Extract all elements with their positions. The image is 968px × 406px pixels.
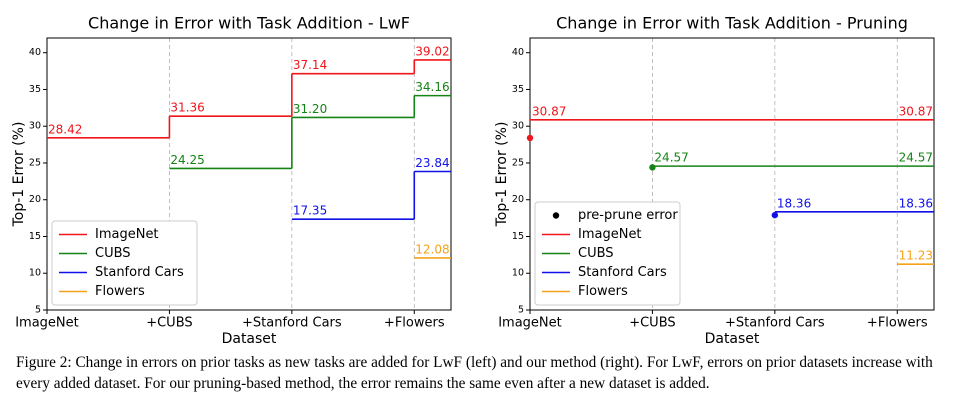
chart-panel: Change in Error with Task Addition - Pru… xyxy=(494,14,935,347)
legend-marker xyxy=(552,212,560,219)
value-label: 30.87 xyxy=(899,104,933,118)
plot-frame xyxy=(529,37,935,311)
pre-prune-dot xyxy=(526,134,534,142)
x-tick-label: +Stanford Cars xyxy=(725,316,825,331)
value-label: 18.36 xyxy=(777,196,811,210)
value-label: 31.20 xyxy=(293,102,327,116)
value-label: 31.36 xyxy=(170,101,204,115)
x-axis-label: Dataset xyxy=(705,331,760,347)
plot-frame xyxy=(46,37,452,311)
legend-label: CUBS xyxy=(578,246,614,261)
x-tick-label: +CUBS xyxy=(146,316,192,331)
legend-label: Stanford Cars xyxy=(95,265,184,280)
pre-prune-dot xyxy=(649,164,656,171)
value-label: 34.16 xyxy=(415,80,449,94)
y-axis-label: Top-1 Error (%) xyxy=(494,122,510,228)
value-label: 17.35 xyxy=(293,204,327,218)
y-tick-label: 10 xyxy=(512,268,524,279)
y-tick-label: 30 xyxy=(29,121,41,132)
legend-box xyxy=(51,220,198,306)
y-tick-label: 20 xyxy=(29,194,41,205)
value-label: 24.57 xyxy=(899,151,933,165)
legend-label: ImageNet xyxy=(578,227,642,242)
chart-panel: Change in Error with Task Addition - LwF… xyxy=(11,14,452,347)
y-tick-label: 40 xyxy=(29,47,41,58)
x-tick-label: +Flowers xyxy=(384,316,445,331)
legend-label: ImageNet xyxy=(95,227,159,242)
value-label: 39.02 xyxy=(415,44,449,58)
legend-label: Stanford Cars xyxy=(578,265,667,280)
y-axis-label: Top-1 Error (%) xyxy=(11,122,27,228)
y-tick-label: 35 xyxy=(512,84,524,95)
y-tick-label: 5 xyxy=(518,305,524,316)
value-label: 28.42 xyxy=(48,122,82,136)
value-label: 18.36 xyxy=(899,196,933,210)
y-tick-label: 15 xyxy=(512,231,524,242)
y-tick-label: 25 xyxy=(29,157,41,168)
pre-prune-dot xyxy=(771,211,779,219)
y-tick-label: 30 xyxy=(512,121,524,132)
y-tick-label: 5 xyxy=(35,305,41,316)
value-label: 11.23 xyxy=(899,249,933,263)
legend-box xyxy=(534,201,681,306)
x-tick-label: ImageNet xyxy=(498,316,562,331)
legend-label: Flowers xyxy=(578,284,628,299)
x-axis-label: Dataset xyxy=(222,331,277,347)
x-tick-label: +Stanford Cars xyxy=(242,316,342,331)
x-tick-label: +Flowers xyxy=(867,316,928,331)
x-tick-label: ImageNet xyxy=(15,316,79,331)
value-label: 12.08 xyxy=(415,242,449,256)
chart-title: Change in Error with Task Addition - Pru… xyxy=(556,14,908,33)
y-tick-label: 40 xyxy=(512,47,524,58)
chart-title: Change in Error with Task Addition - LwF xyxy=(88,14,410,33)
value-label: 24.57 xyxy=(654,151,688,165)
y-tick-label: 10 xyxy=(29,268,41,279)
caption: Figure 2: Change in errors on prior task… xyxy=(16,354,933,392)
legend-label: Flowers xyxy=(95,284,145,299)
y-tick-label: 20 xyxy=(512,194,524,205)
value-label: 24.25 xyxy=(170,153,204,167)
legend-label: pre-prune error xyxy=(578,208,678,223)
value-label: 37.14 xyxy=(293,58,327,72)
y-tick-label: 25 xyxy=(512,157,524,168)
x-tick-label: +CUBS xyxy=(629,316,675,331)
value-label: 23.84 xyxy=(415,156,449,170)
value-label: 30.87 xyxy=(532,104,566,118)
y-tick-label: 15 xyxy=(29,231,41,242)
y-tick-label: 35 xyxy=(29,84,41,95)
figure: Change in Error with Task Addition - LwF… xyxy=(11,14,935,347)
legend-label: CUBS xyxy=(95,246,131,261)
